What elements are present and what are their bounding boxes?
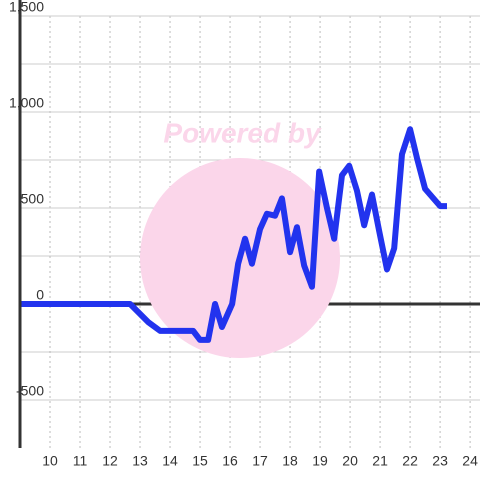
watermark: Powered by (163, 117, 322, 148)
y-tick-label: 0 (36, 287, 44, 303)
x-tick-label: 20 (342, 453, 358, 469)
x-tick-label: 23 (432, 453, 448, 469)
x-tick-label: 13 (132, 453, 148, 469)
x-tick-label: 19 (312, 453, 328, 469)
x-tick-label: 15 (192, 453, 208, 469)
y-tick-label: 1,500 (9, 0, 44, 15)
x-tick-label: 21 (372, 453, 388, 469)
y-tick-label: 500 (21, 191, 45, 207)
x-tick-label: 14 (162, 453, 178, 469)
x-tick-label: 18 (282, 453, 298, 469)
x-tick-label: 12 (102, 453, 118, 469)
x-tick-label: 17 (252, 453, 268, 469)
y-tick-label: 1,000 (9, 95, 44, 111)
line (20, 126, 447, 343)
x-tick-label: 24 (462, 453, 478, 469)
y-tick-label: -500 (16, 383, 44, 399)
x-tick-label: 22 (402, 453, 418, 469)
plot (20, 126, 447, 343)
x-tick-label: 11 (73, 453, 88, 469)
x-tick-label: 10 (42, 453, 58, 469)
x-tick-label: 16 (222, 453, 238, 469)
